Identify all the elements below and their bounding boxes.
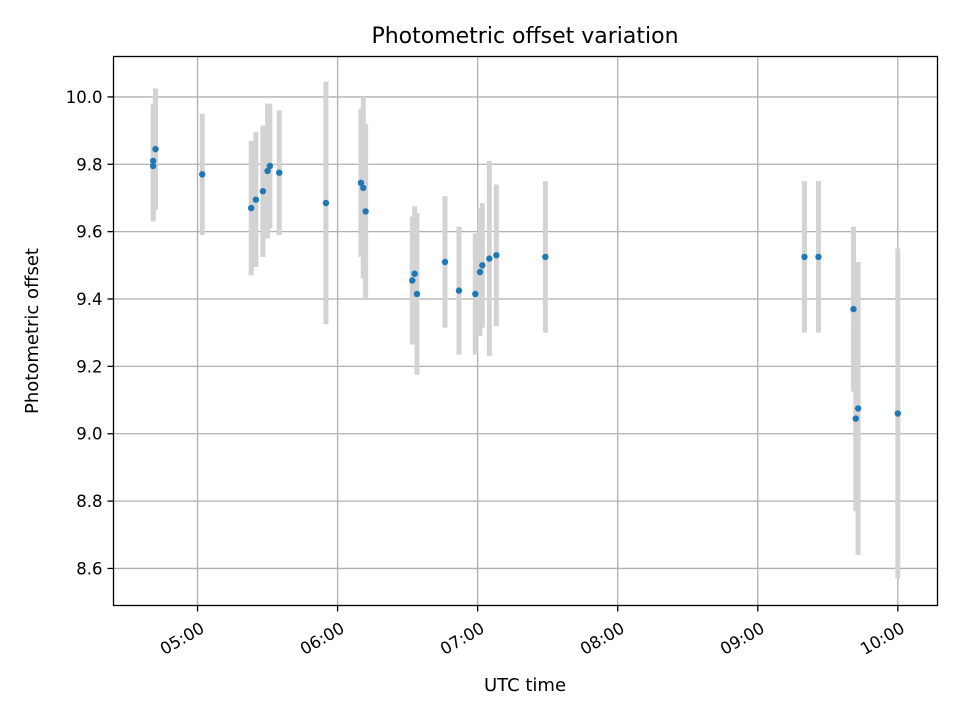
data-point — [542, 253, 549, 261]
data-point — [479, 262, 486, 269]
data-point — [801, 253, 808, 261]
data-point — [149, 162, 157, 170]
data-point — [199, 171, 206, 178]
data-point — [264, 167, 271, 175]
data-point — [357, 179, 365, 187]
data-point — [322, 199, 330, 207]
data-point — [409, 277, 416, 284]
data-point — [476, 268, 484, 276]
data-point — [815, 253, 822, 261]
y-tick-label: 9.0 — [76, 425, 102, 444]
data-point — [252, 196, 260, 203]
y-axis: 8.6 8.8 9.0 9.2 9.4 9.6 9.8 10.0 — [66, 88, 114, 578]
data-point — [413, 290, 421, 298]
data-point — [486, 255, 493, 262]
data-point — [248, 204, 255, 212]
y-tick-label: 9.4 — [76, 290, 102, 309]
plot-frame — [112, 55, 939, 607]
x-axis-label: UTC time — [484, 675, 566, 696]
data-point — [455, 287, 463, 294]
y-tick-label: 10.0 — [66, 88, 103, 107]
data-point — [152, 145, 159, 153]
data-point — [472, 290, 479, 298]
data-point — [411, 270, 418, 277]
data-point — [441, 258, 449, 266]
data-point — [854, 405, 862, 412]
y-tick-label: 9.2 — [76, 357, 102, 376]
data-point — [362, 208, 369, 215]
y-tick-label: 9.6 — [76, 223, 102, 242]
data-point — [850, 305, 857, 313]
y-axis-label: Photometric offset — [22, 248, 43, 414]
data-point — [149, 157, 157, 165]
data-point — [276, 169, 283, 176]
y-tick-label: 8.8 — [76, 492, 102, 511]
data-point — [259, 188, 267, 195]
data-point — [266, 162, 274, 170]
data-point — [493, 252, 500, 259]
y-tick-label: 8.6 — [76, 559, 102, 578]
data-points — [149, 145, 902, 422]
y-tick-label: 9.8 — [76, 155, 102, 174]
data-point — [852, 415, 860, 422]
chart-title: Photometric offset variation — [371, 24, 678, 49]
data-point — [360, 184, 367, 192]
data-point — [894, 410, 902, 417]
